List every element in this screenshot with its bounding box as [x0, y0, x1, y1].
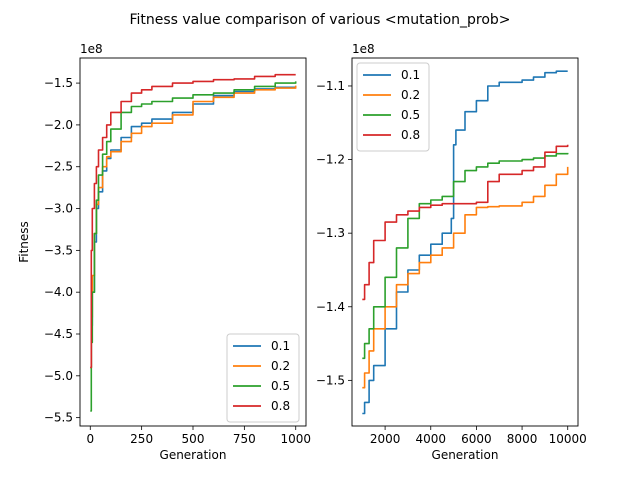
y-offset-label: 1e8 [352, 42, 375, 56]
x-tick-label: 4000 [415, 432, 446, 446]
x-tick-label: 8000 [507, 432, 538, 446]
y-tick-label: −1.2 [316, 153, 345, 167]
y-tick-label: −4.0 [44, 285, 73, 299]
y-offset-label: 1e8 [80, 42, 103, 56]
series-line-0.5 [362, 152, 569, 360]
legend-label: 0.1 [271, 339, 290, 353]
y-tick-label: −3.0 [44, 202, 73, 216]
series-line-0.5 [90, 81, 297, 412]
series-line-0.8 [90, 73, 296, 369]
series-line-0.8 [362, 144, 569, 301]
x-axis-label: Generation [160, 448, 227, 462]
x-tick-label: 2000 [370, 432, 401, 446]
legend-label: 0.2 [271, 359, 290, 373]
legend: 0.1 0.2 0.5 0.8 [356, 62, 430, 152]
y-tick-label: −1.5 [316, 373, 345, 387]
x-tick-label: 750 [233, 432, 256, 446]
y-tick-label: −2.0 [44, 118, 73, 132]
x-tick-label: 1000 [280, 432, 311, 446]
legend-label: 0.8 [271, 399, 290, 413]
y-tick-label: −1.1 [316, 79, 345, 93]
x-tick-label: 6000 [461, 432, 492, 446]
legend-label: 0.5 [271, 379, 290, 393]
x-axis-label: Generation [432, 448, 499, 462]
y-tick-label: −1.3 [316, 226, 345, 240]
x-tick-label: 500 [182, 432, 205, 446]
y-tick-label: −5.0 [44, 369, 73, 383]
legend-label: 0.8 [401, 128, 420, 142]
legend-label: 0.5 [401, 108, 420, 122]
plot-frame [351, 57, 579, 427]
y-tick-label: −5.5 [44, 411, 73, 425]
x-tick-label: 0 [86, 432, 94, 446]
x-tick-label: 250 [130, 432, 153, 446]
legend-box [356, 62, 430, 152]
y-tick-label: −3.5 [44, 243, 73, 257]
legend-box [226, 333, 300, 423]
legend-label: 0.2 [401, 88, 420, 102]
y-tick-label: −1.5 [44, 76, 73, 90]
legend: 0.1 0.2 0.5 0.8 [226, 333, 300, 423]
series-line-0.1 [362, 70, 568, 415]
y-tick-label: −1.4 [316, 300, 345, 314]
y-axis-label: Fitness [17, 221, 31, 263]
figure-title: Fitness value comparison of various <mut… [129, 12, 510, 28]
y-tick-label: −2.5 [44, 160, 73, 174]
panel-2: 2000 4000 6000 8000 10000 −1.5 −1.4 −1.3 −1.2 −1.… [316, 42, 587, 462]
y-tick-label: −4.5 [44, 327, 73, 341]
x-tick-label: 10000 [549, 432, 587, 446]
legend-label: 0.1 [401, 68, 420, 82]
panel-1: 0 250 500 750 1000 −5.5 −5.0 −4.5 −4.0 −3.5 −3.0 −2… [17, 42, 311, 462]
series-line-0.2 [362, 166, 569, 389]
